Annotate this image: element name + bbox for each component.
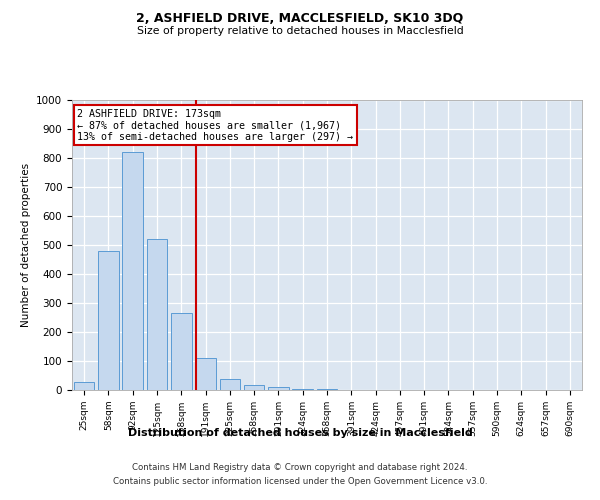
Text: 2 ASHFIELD DRIVE: 173sqm
← 87% of detached houses are smaller (1,967)
13% of sem: 2 ASHFIELD DRIVE: 173sqm ← 87% of detach… bbox=[77, 108, 353, 142]
Bar bbox=[220, 380, 240, 390]
Bar bbox=[74, 382, 94, 390]
Text: 2, ASHFIELD DRIVE, MACCLESFIELD, SK10 3DQ: 2, ASHFIELD DRIVE, MACCLESFIELD, SK10 3D… bbox=[136, 12, 464, 26]
Bar bbox=[146, 239, 167, 390]
Bar bbox=[317, 388, 337, 390]
Text: Size of property relative to detached houses in Macclesfield: Size of property relative to detached ho… bbox=[137, 26, 463, 36]
Bar bbox=[98, 251, 119, 390]
Bar bbox=[171, 313, 191, 390]
Text: Contains public sector information licensed under the Open Government Licence v3: Contains public sector information licen… bbox=[113, 477, 487, 486]
Bar bbox=[122, 152, 143, 390]
Text: Distribution of detached houses by size in Macclesfield: Distribution of detached houses by size … bbox=[128, 428, 472, 438]
Bar bbox=[195, 358, 216, 390]
Bar bbox=[244, 385, 265, 390]
Bar bbox=[268, 387, 289, 390]
Y-axis label: Number of detached properties: Number of detached properties bbox=[20, 163, 31, 327]
Text: Contains HM Land Registry data © Crown copyright and database right 2024.: Contains HM Land Registry data © Crown c… bbox=[132, 464, 468, 472]
Bar bbox=[292, 388, 313, 390]
